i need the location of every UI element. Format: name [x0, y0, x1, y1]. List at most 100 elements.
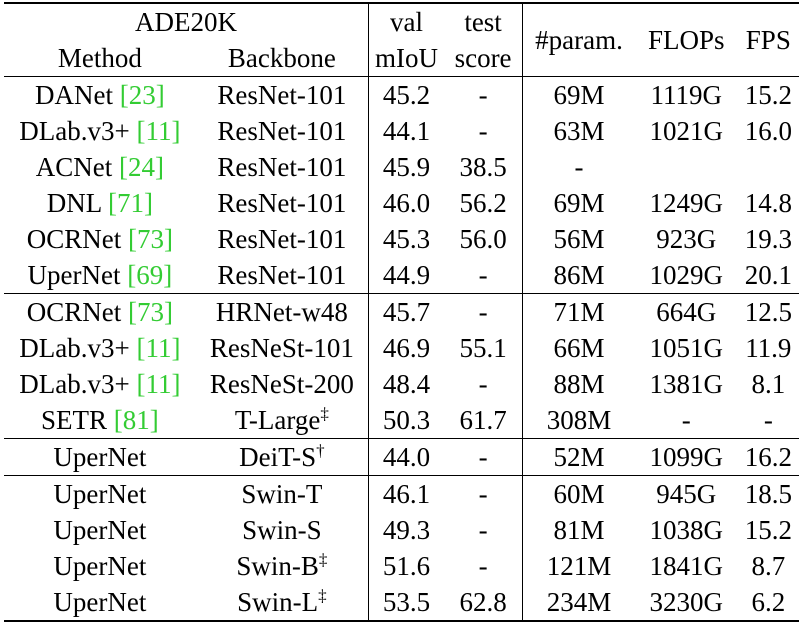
test-score-cell: -: [443, 76, 523, 113]
table-row: SETR [81] T-Large‡ 50.3 61.7 308M - -: [4, 402, 799, 439]
table-row: UperNet Swin-S 49.3 - 81M 1038G 15.2: [4, 512, 799, 548]
table-row: DANet [23] ResNet-101 45.2-69M 1119G 15.2: [4, 76, 799, 113]
citation-close: ]: [171, 332, 181, 363]
fps-cell: [738, 149, 799, 185]
flops-cell: 1021G: [649, 115, 723, 146]
backbone-cell: Swin-S: [196, 512, 369, 548]
citation-link: 69: [136, 259, 164, 290]
backbone-cell: ResNet-101: [195, 76, 369, 113]
param-header: #param.: [522, 2, 635, 77]
method-name: OCRNet: [26, 223, 122, 254]
table-row: OCRNet [73] HRNet-w48 45.7-71M 664G 12.5: [4, 293, 799, 330]
val-miou-cell: 49.3: [368, 512, 444, 548]
method-cell: UperNet [69]: [4, 257, 196, 294]
method-cell: DANet [23]: [4, 76, 196, 113]
method-name: UperNet: [53, 514, 147, 545]
citation-close: ]: [163, 259, 173, 290]
test-score-cell: 56.0: [459, 223, 507, 254]
method-name: UperNet: [27, 259, 121, 290]
fps-cell: 6.2: [737, 584, 799, 622]
citation-close: ]: [171, 368, 181, 399]
flops-cell: 664G: [634, 293, 738, 330]
table-row: DLab.v3+ [11] ResNeSt-200 48.4 - 88M 1381G 8.1: [4, 366, 799, 402]
test-score-cell: -: [478, 115, 488, 146]
backbone-name: ResNeSt-101: [209, 332, 354, 363]
test-header-bottom: score: [454, 42, 512, 73]
val-miou-cell: 45.2: [368, 76, 444, 113]
citation-link: 11: [145, 332, 172, 363]
backbone-cell: ResNet-101: [196, 149, 369, 185]
val-miou-cell: 50.3: [368, 402, 444, 439]
flops-cell: 923G: [656, 223, 717, 254]
backbone-footnote-mark: †: [316, 440, 325, 460]
param-cell: 60M: [522, 475, 635, 512]
param-cell: 56M: [522, 221, 635, 257]
fps-cell: 19.3: [744, 223, 792, 254]
method-name: UperNet: [53, 586, 147, 617]
citation-open: [: [113, 404, 123, 435]
flops-cell: [635, 149, 738, 185]
test-score-cell: 56.2: [459, 187, 507, 218]
flops-cell: 1051G: [649, 332, 723, 363]
backbone-cell: Swin-L‡: [195, 584, 369, 622]
method-cell: UperNet: [4, 584, 196, 622]
method-cell: UperNet: [4, 438, 196, 476]
citation-link: 11: [145, 115, 172, 146]
citation-link: 81: [122, 404, 150, 435]
fps-cell: 15.2: [737, 76, 799, 113]
flops-header: FLOPs: [634, 2, 738, 77]
test-score-cell: -: [478, 368, 488, 399]
backbone-cell: ResNet-101: [196, 257, 369, 294]
backbone-name: Swin-T: [241, 478, 323, 509]
method-cell: UperNet: [4, 475, 196, 512]
fps-cell: 18.5: [737, 475, 799, 512]
fps-cell: 16.0: [744, 115, 792, 146]
citation-open: [: [119, 79, 129, 110]
backbone-cell: ResNet-101: [196, 113, 369, 149]
param-cell: 52M: [522, 438, 635, 476]
backbone-name: Swin-B: [236, 550, 319, 581]
backbone-name: ResNet-101: [217, 259, 347, 290]
backbone-name: ResNet-101: [217, 115, 347, 146]
backbone-name: Swin-S: [242, 514, 322, 545]
test-score-cell: -: [478, 550, 488, 581]
citation-open: [: [136, 368, 146, 399]
method-cell: OCRNet [73]: [4, 293, 196, 330]
header-row-2: Method Backbone mIoU score: [4, 40, 799, 77]
citation-link: 73: [136, 296, 164, 327]
flops-cell: -: [681, 404, 691, 435]
table-row: ACNet [24] ResNet-101 45.9 38.5-: [4, 149, 799, 185]
val-miou-cell: 51.6: [368, 548, 444, 584]
citation-close: ]: [163, 296, 173, 327]
param-cell: 63M: [522, 113, 635, 149]
results-table: ADE20K val test #param. FLOPs FPS Method…: [4, 2, 799, 622]
backbone-name: ResNeSt-200: [209, 368, 354, 399]
flops-cell: 1029G: [649, 259, 723, 290]
citation-close: ]: [154, 151, 164, 182]
test-score-cell: -: [443, 438, 523, 476]
val-miou-cell: 48.4: [368, 366, 444, 402]
fps-header: FPS: [737, 2, 799, 77]
table-row: UperNet [69] ResNet-101 44.9 - 86M 1029G 20.1: [4, 257, 799, 294]
table-row: DLab.v3+ [11] ResNeSt-101 46.9 55.1 66M 1051G…: [4, 330, 799, 366]
backbone-cell: HRNet-w48: [195, 293, 369, 330]
method-cell: DLab.v3+ [11]: [4, 366, 196, 402]
test-score-cell: 38.5: [459, 151, 507, 182]
test-header-top: test: [443, 2, 523, 40]
citation-open: [: [118, 151, 128, 182]
method-name: UperNet: [53, 478, 147, 509]
table-body: DANet [23] ResNet-101 45.2-69M 1119G 15.2 DLa…: [4, 76, 799, 622]
flops-cell: 1099G: [634, 438, 738, 476]
test-score-cell: -: [443, 475, 523, 512]
backbone-cell: DeiT-S†: [195, 438, 369, 476]
citation-close: ]: [149, 404, 159, 435]
flops-cell: 3230G: [634, 584, 738, 622]
citation-open: [: [127, 296, 137, 327]
backbone-name: HRNet-w48: [215, 296, 348, 327]
backbone-footnote-mark: ‡: [318, 585, 327, 605]
val-miou-cell: 44.0: [368, 438, 444, 476]
val-header-top: val: [368, 2, 444, 40]
backbone-cell: ResNeSt-200: [196, 366, 369, 402]
backbone-footnote-mark: ‡: [320, 403, 329, 423]
val-header-bottom: mIoU: [368, 40, 444, 77]
